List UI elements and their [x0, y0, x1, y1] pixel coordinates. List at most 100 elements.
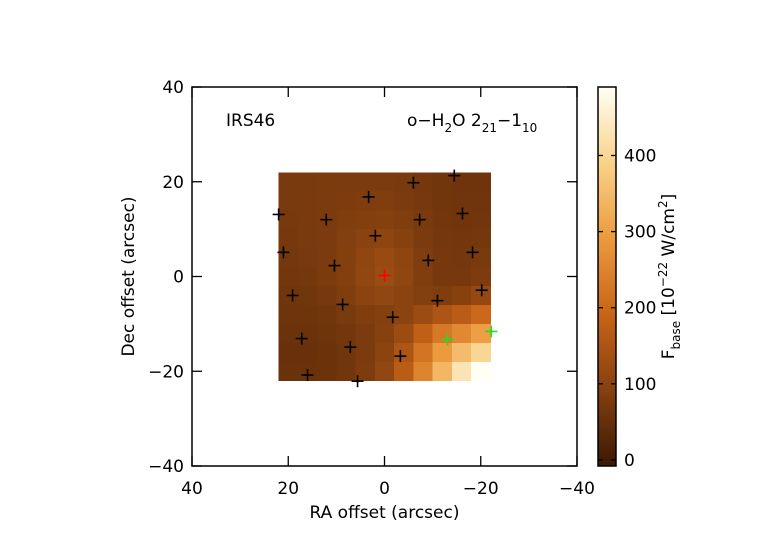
colorbar-title-part: F: [659, 349, 679, 359]
heatmap-cell: [374, 210, 395, 230]
colorbar-title-part: −22: [656, 262, 670, 287]
heatmap-cell: [355, 210, 376, 230]
heatmap-cell: [451, 172, 472, 192]
annotation-label-part: o−H: [407, 111, 444, 131]
heatmap-cell: [432, 304, 453, 325]
heatmap-cell: [297, 248, 318, 268]
heatmap-cell: [336, 267, 357, 287]
x-tick-label: −40: [559, 479, 595, 499]
heatmap-cell: [374, 323, 395, 344]
heatmap-cell: [394, 361, 414, 382]
heatmap-cell: [471, 172, 491, 192]
heatmap-cell: [432, 229, 453, 249]
heatmap-cell: [413, 304, 434, 325]
colorbar-title: Fbase [10−22 W/cm2]: [656, 194, 683, 360]
heatmap-cell: [278, 342, 299, 363]
y-tick-label: 20: [162, 173, 184, 193]
heatmap-cell: [413, 285, 434, 306]
heatmap-cell: [432, 191, 453, 211]
heatmap-cell: [432, 172, 453, 192]
heatmap-cell: [471, 304, 491, 325]
heatmap-cell: [278, 323, 299, 344]
heatmap-cell: [471, 323, 491, 344]
cross-marker: [328, 259, 341, 272]
heatmap-cell: [471, 229, 491, 249]
y-axis-title: Dec offset (arcsec): [119, 196, 139, 356]
colorbar: [597, 86, 617, 467]
colorbar-title-part: ]: [659, 194, 679, 201]
heatmap-cell: [374, 342, 395, 363]
heatmap-cell: [451, 191, 472, 211]
heatmap-cell: [355, 285, 376, 306]
heatmap-cell: [355, 304, 376, 325]
heatmap-cell: [374, 285, 395, 306]
heatmap-cell: [451, 248, 472, 268]
heatmap-cell: [297, 210, 318, 230]
heatmap-cell: [432, 285, 453, 306]
heatmap-cell: [278, 172, 299, 192]
annotation-label: IRS46: [226, 111, 275, 131]
heatmap-cell: [432, 323, 453, 344]
heatmap-cell: [471, 267, 491, 287]
colorbar-title-part: W/cm: [659, 208, 679, 262]
colorbar-tick-label: 100: [624, 375, 656, 395]
heatmap-cell: [336, 248, 357, 268]
heatmap-cell: [394, 248, 414, 268]
colorbar-title-part: 2: [656, 200, 670, 208]
heatmap-cell: [413, 191, 434, 211]
annotation-label-part: 2: [444, 121, 452, 135]
heatmap-cell: [336, 285, 357, 306]
heatmap-cell: [355, 342, 376, 363]
heatmap-cell: [336, 210, 357, 230]
cross-marker: [301, 369, 314, 382]
heatmap-cell: [413, 248, 434, 268]
heatmap-cell: [297, 172, 318, 192]
cross-marker: [456, 207, 469, 220]
heatmap-cell: [394, 304, 414, 325]
heatmap-cell: [355, 361, 376, 382]
heatmap-cell: [355, 229, 376, 249]
cross-marker: [475, 284, 488, 297]
x-tick-label: 40: [181, 479, 203, 499]
cross-marker: [378, 269, 391, 282]
heatmap-cell: [413, 342, 434, 363]
heatmap-cell: [317, 172, 337, 192]
heatmap-cell: [451, 323, 472, 344]
cross-marker: [277, 246, 290, 259]
cross-marker: [362, 190, 375, 203]
heatmap-cell: [297, 285, 318, 306]
heatmap-cell: [471, 248, 491, 268]
cross-marker: [485, 325, 498, 338]
heatmap-cell: [451, 285, 472, 306]
heatmap-cell: [451, 342, 472, 363]
heatmap-cell: [451, 267, 472, 287]
annotation-label: o−H2O 221−110: [407, 111, 537, 135]
heatmap-cell: [317, 191, 337, 211]
heatmap-cell: [317, 323, 337, 344]
heatmap-cell: [336, 361, 357, 382]
heatmap-cell: [432, 361, 453, 382]
heatmap-cell: [355, 191, 376, 211]
heatmap-cell: [336, 323, 357, 344]
x-tick-label: 0: [379, 479, 390, 499]
cross-marker: [320, 213, 333, 226]
heatmap-cell: [297, 342, 318, 363]
x-tick-label: −20: [463, 479, 499, 499]
cross-marker: [386, 311, 399, 324]
colorbar-tick-label: 200: [624, 299, 656, 319]
heatmap-cell: [317, 229, 337, 249]
heatmap-cell: [297, 267, 318, 287]
cross-marker: [407, 176, 420, 189]
heatmap-cell: [451, 229, 472, 249]
heatmap-cell: [278, 210, 299, 230]
heatmap-cell: [432, 248, 453, 268]
heatmap-cell: [278, 304, 299, 325]
heatmap-cell: [471, 342, 491, 363]
heatmap-cell: [297, 191, 318, 211]
x-tick-label: 20: [277, 479, 299, 499]
heatmap-cell: [413, 361, 434, 382]
heatmap-cell: [317, 267, 337, 287]
heatmap-cell: [451, 210, 472, 230]
cross-marker: [422, 254, 435, 267]
